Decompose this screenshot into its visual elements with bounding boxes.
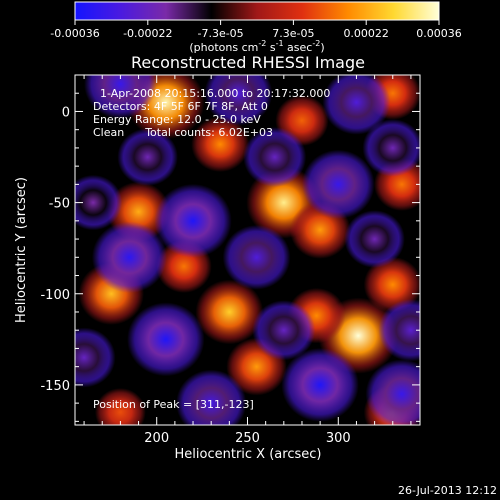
negative-blob (154, 183, 232, 258)
positive-blob (94, 388, 146, 425)
negative-blob (322, 75, 391, 135)
negative-blob (362, 119, 420, 177)
negative-blob (252, 300, 316, 361)
positive-blob (191, 116, 250, 172)
negative-blob (91, 221, 167, 294)
annotation-clean: Clean Total counts: 6.02E+03 (93, 126, 273, 139)
annotation-energy: Energy Range: 12.0 - 25.0 keV (93, 113, 261, 126)
annotation-block: 1-Apr-2008 20:15:16.000 to 20:17:32.000 … (93, 87, 330, 411)
colorbar-tick-label: 0.00022 (343, 27, 389, 40)
chart-title: Reconstructed RHESSI Image (131, 53, 365, 72)
negative-blob (222, 224, 291, 290)
colorbar-gradient (74, 1, 440, 21)
x-tick-label: 300 (326, 431, 351, 446)
annotation-time: 1-Apr-2008 20:15:16.000 to 20:17:32.000 (100, 87, 330, 100)
heatmap-image (75, 75, 420, 425)
annotation-detectors: Detectors: 4F 5F 6F 7F 8F, Att 0 (93, 100, 268, 113)
y-tick-label: -50 (49, 197, 70, 212)
negative-blob (75, 327, 116, 388)
positive-blob (195, 279, 264, 345)
x-tick-label: 250 (235, 431, 260, 446)
colorbar-tick-label: -0.00036 (50, 27, 99, 40)
y-tick-label: -150 (40, 379, 70, 394)
negative-blob (127, 302, 205, 377)
x-tick-label: 200 (144, 431, 169, 446)
negative-blob (281, 347, 359, 422)
axis-ticks: 200 250 300 0 -50 -100 -150 (40, 74, 420, 446)
y-tick-label: -100 (40, 288, 70, 303)
colorbar-tick-label: 0.00036 (416, 27, 462, 40)
annotation-peak: Position of Peak = [311,-123] (93, 398, 254, 411)
negative-blob (365, 359, 420, 425)
colorbar-ticks: -0.00036 -0.00022 -7.3e-05 7.3e-05 0.00022 0.… (50, 20, 462, 40)
negative-blob (117, 128, 178, 186)
x-axis-label: Heliocentric X (arcsec) (175, 447, 322, 462)
negative-blob (75, 174, 123, 231)
negative-blob (204, 75, 273, 126)
footer-timestamp: 26-Jul-2013 12:12 (398, 484, 497, 497)
colorbar: -0.00036 -0.00022 -7.3e-05 7.3e-05 0.00022 0.… (50, 1, 462, 54)
colorbar-tick-label: -0.00022 (123, 27, 172, 40)
negative-blob (301, 149, 375, 220)
negative-blob (84, 75, 157, 119)
positive-blob (363, 256, 420, 313)
colorbar-label: (photons cm-2 s-1 asec-2) (189, 39, 324, 54)
negative-blob (378, 299, 420, 362)
negative-blob (176, 369, 247, 425)
negative-blob (344, 210, 405, 268)
y-axis-label: Heliocentric Y (arcsec) (14, 177, 29, 323)
colorbar-tick-label: -7.3e-05 (197, 27, 243, 40)
y-tick-label: 0 (62, 105, 70, 120)
colorbar-tick-label: 7.3e-05 (272, 27, 314, 40)
negative-blob (243, 127, 307, 188)
